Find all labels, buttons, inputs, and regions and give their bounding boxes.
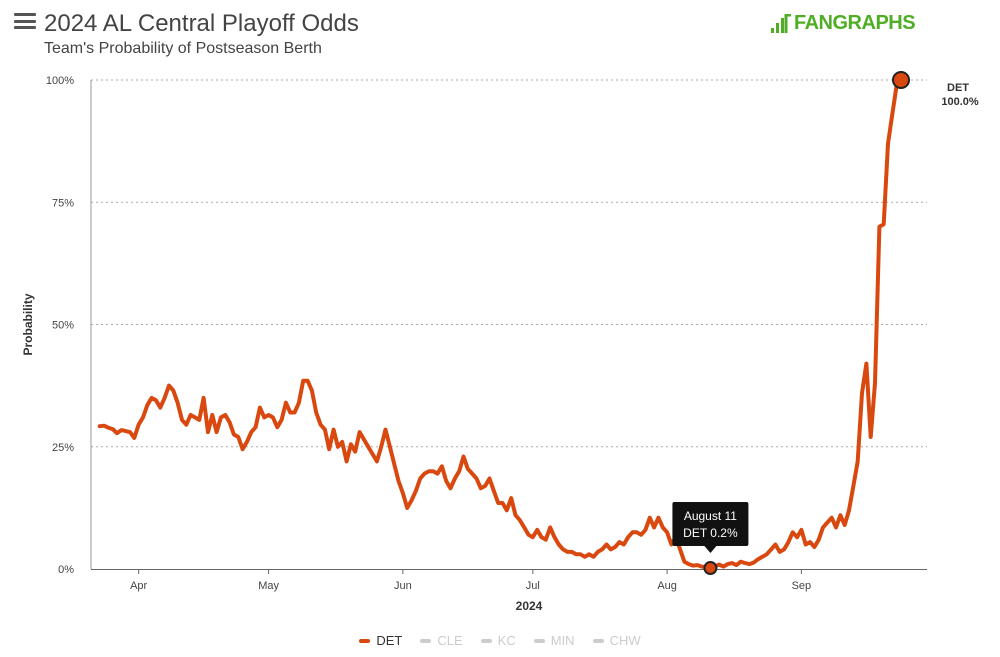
series-lines [97, 78, 903, 570]
x-tick-label: Jun [394, 580, 412, 592]
playoff-odds-chart[interactable]: 0% 25% 50% 75% 100% Apr May Jun Jul Aug Sep 2024 Pro… [0, 0, 1000, 630]
tooltip: August 11 DET 0.2% [672, 502, 749, 554]
y-tick-label: 25% [52, 442, 74, 454]
legend-label: CLE [437, 633, 463, 648]
series-end-marker [892, 71, 911, 89]
axes: 0% 25% 50% 75% 100% Apr May Jun Jul Aug Sep 2024 Pro… [21, 75, 927, 613]
y-tick-label: 0% [58, 564, 74, 576]
legend-label: KC [497, 633, 516, 648]
menu-bar [14, 19, 36, 23]
legend: DET CLE KC MIN CHW [0, 633, 1000, 648]
legend-swatch [420, 638, 432, 643]
series-end-value-label: 100.0% [941, 96, 979, 108]
x-tick-label: Aug [657, 580, 677, 592]
y-axis-label: Probability [21, 293, 35, 355]
y-tick-label: 100% [46, 75, 74, 87]
x-tick-label: Apr [130, 580, 147, 592]
x-tick-label: Sep [792, 580, 812, 592]
tooltip-value: DET 0.2% [683, 526, 738, 540]
legend-label: CHW [609, 633, 641, 648]
y-tick-label: 75% [52, 197, 74, 209]
legend-item-min[interactable]: MIN [533, 633, 575, 648]
menu-bar [14, 26, 36, 29]
hover-point-marker [703, 561, 718, 576]
legend-swatch [592, 638, 604, 643]
x-tick-label: May [258, 580, 279, 592]
chart-menu-button[interactable] [14, 13, 36, 29]
fangraphs-logo[interactable]: FANGRAPHS [770, 12, 916, 35]
menu-bar [14, 13, 36, 16]
legend-label: DET [376, 633, 403, 648]
legend-label: MIN [550, 633, 575, 648]
legend-swatch [533, 638, 545, 643]
legend-item-chw[interactable]: CHW [592, 633, 641, 648]
series-line-det [97, 78, 903, 570]
legend-item-det[interactable]: DET [359, 633, 402, 648]
chart-title: 2024 AL Central Playoff Odds [44, 10, 359, 37]
legend-item-kc[interactable]: KC [480, 633, 516, 648]
series-markers: DET 100.0% [703, 71, 979, 576]
series-end-label: DET [947, 82, 969, 94]
tooltip-date: August 11 [684, 509, 737, 523]
x-axis-label: 2024 [516, 599, 543, 613]
grid-lines [91, 79, 927, 448]
y-tick-label: 50% [52, 320, 74, 332]
fangraphs-logo-icon [771, 13, 791, 33]
x-tick-label: Jul [526, 580, 540, 592]
logo-text: FANGRAPHS [794, 12, 916, 34]
chart-subtitle: Team's Probability of Postseason Berth [44, 40, 322, 57]
legend-item-cle[interactable]: CLE [420, 633, 463, 648]
tooltip-pointer [704, 546, 717, 554]
legend-swatch [480, 638, 492, 643]
legend-swatch [359, 638, 371, 643]
tooltip-box [672, 502, 749, 547]
